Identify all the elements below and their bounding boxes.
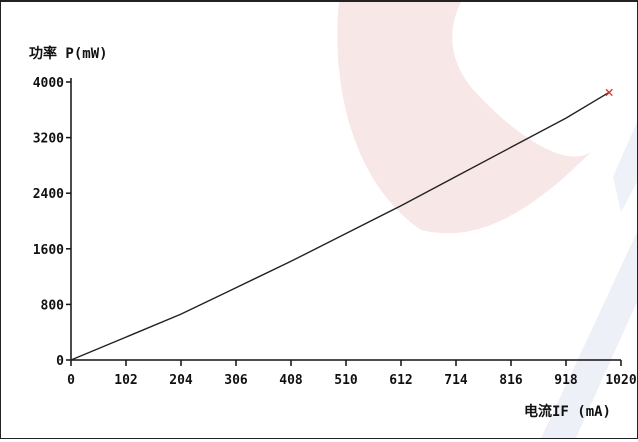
axes	[70, 78, 621, 361]
x-tick-label: 816	[499, 373, 523, 388]
x-tick-label: 102	[114, 373, 137, 388]
watermark-blue-stroke	[541, 232, 637, 438]
y-axis-title: 功率 P(mW)	[29, 45, 108, 62]
x-tick-label: 612	[389, 373, 412, 388]
y-tick-label: 2400	[33, 187, 64, 202]
x-axis-title: 电流IF (mA)	[524, 403, 611, 420]
y-tick-label: 800	[41, 298, 65, 313]
y-tick-label: 1600	[33, 243, 64, 258]
x-tick-label: 204	[169, 373, 193, 388]
endpoint-marker: ×	[604, 83, 614, 102]
x-tick-label: 306	[224, 373, 248, 388]
x-tick-label: 510	[334, 373, 358, 388]
x-tick-label: 408	[279, 373, 303, 388]
x-tick-label: 0	[67, 373, 75, 388]
y-tick-label: 0	[56, 354, 64, 369]
x-tick-label: 714	[444, 373, 468, 388]
watermark-red-swoosh	[337, 2, 591, 234]
series-line	[70, 91, 611, 361]
series-layer: ×	[70, 83, 614, 361]
x-tick-label: 1020	[605, 373, 636, 388]
background-watermark-logo	[337, 2, 637, 438]
ticks: 0 800 1600 2400 3200 4000 0 102 204 306 408 510 612 7…	[33, 76, 637, 388]
watermark-blue-corner	[613, 122, 637, 212]
y-tick-label: 4000	[33, 76, 64, 91]
x-tick-label: 918	[554, 373, 578, 388]
y-tick-label: 3200	[33, 132, 64, 147]
